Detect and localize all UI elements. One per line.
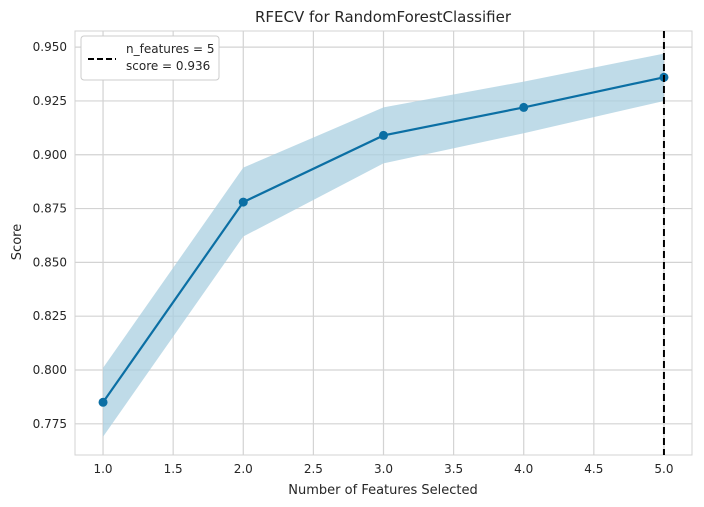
x-tick-label: 3.5 — [444, 462, 463, 476]
y-tick-label: 0.850 — [33, 255, 67, 269]
x-tick-label: 3.0 — [374, 462, 393, 476]
y-axis-ticks: 0.775 0.800 0.825 0.850 0.875 0.900 0.925 0.950 — [33, 40, 67, 431]
x-tick-label: 2.0 — [234, 462, 253, 476]
chart-title: RFECV for RandomForestClassifier — [255, 8, 512, 26]
score-point — [519, 102, 529, 112]
y-tick-label: 0.900 — [33, 148, 67, 162]
legend-n-features: n_features = 5 — [126, 42, 215, 56]
x-tick-label: 2.5 — [304, 462, 323, 476]
y-tick-label: 0.875 — [33, 202, 67, 216]
y-tick-label: 0.925 — [33, 94, 67, 108]
x-tick-label: 4.5 — [584, 462, 603, 476]
x-tick-label: 5.0 — [654, 462, 673, 476]
x-axis-ticks: 1.0 1.5 2.0 2.5 3.0 3.5 4.0 4.5 5.0 — [93, 462, 673, 476]
score-confidence-band — [103, 53, 664, 437]
y-tick-label: 0.800 — [33, 363, 67, 377]
y-axis-label: Score — [10, 224, 25, 260]
score-point — [379, 130, 388, 140]
x-tick-label: 1.0 — [93, 462, 112, 476]
y-tick-label: 0.775 — [33, 417, 67, 431]
x-tick-label: 4.0 — [514, 462, 533, 476]
x-tick-label: 1.5 — [164, 462, 183, 476]
legend-score: score = 0.936 — [126, 59, 210, 73]
score-point — [98, 397, 108, 407]
y-tick-label: 0.825 — [33, 309, 67, 323]
legend: n_features = 5 score = 0.936 — [80, 35, 220, 81]
x-axis-label: Number of Features Selected — [288, 483, 477, 498]
score-point — [238, 197, 248, 207]
y-tick-label: 0.950 — [33, 40, 67, 54]
legend-box — [80, 35, 220, 81]
